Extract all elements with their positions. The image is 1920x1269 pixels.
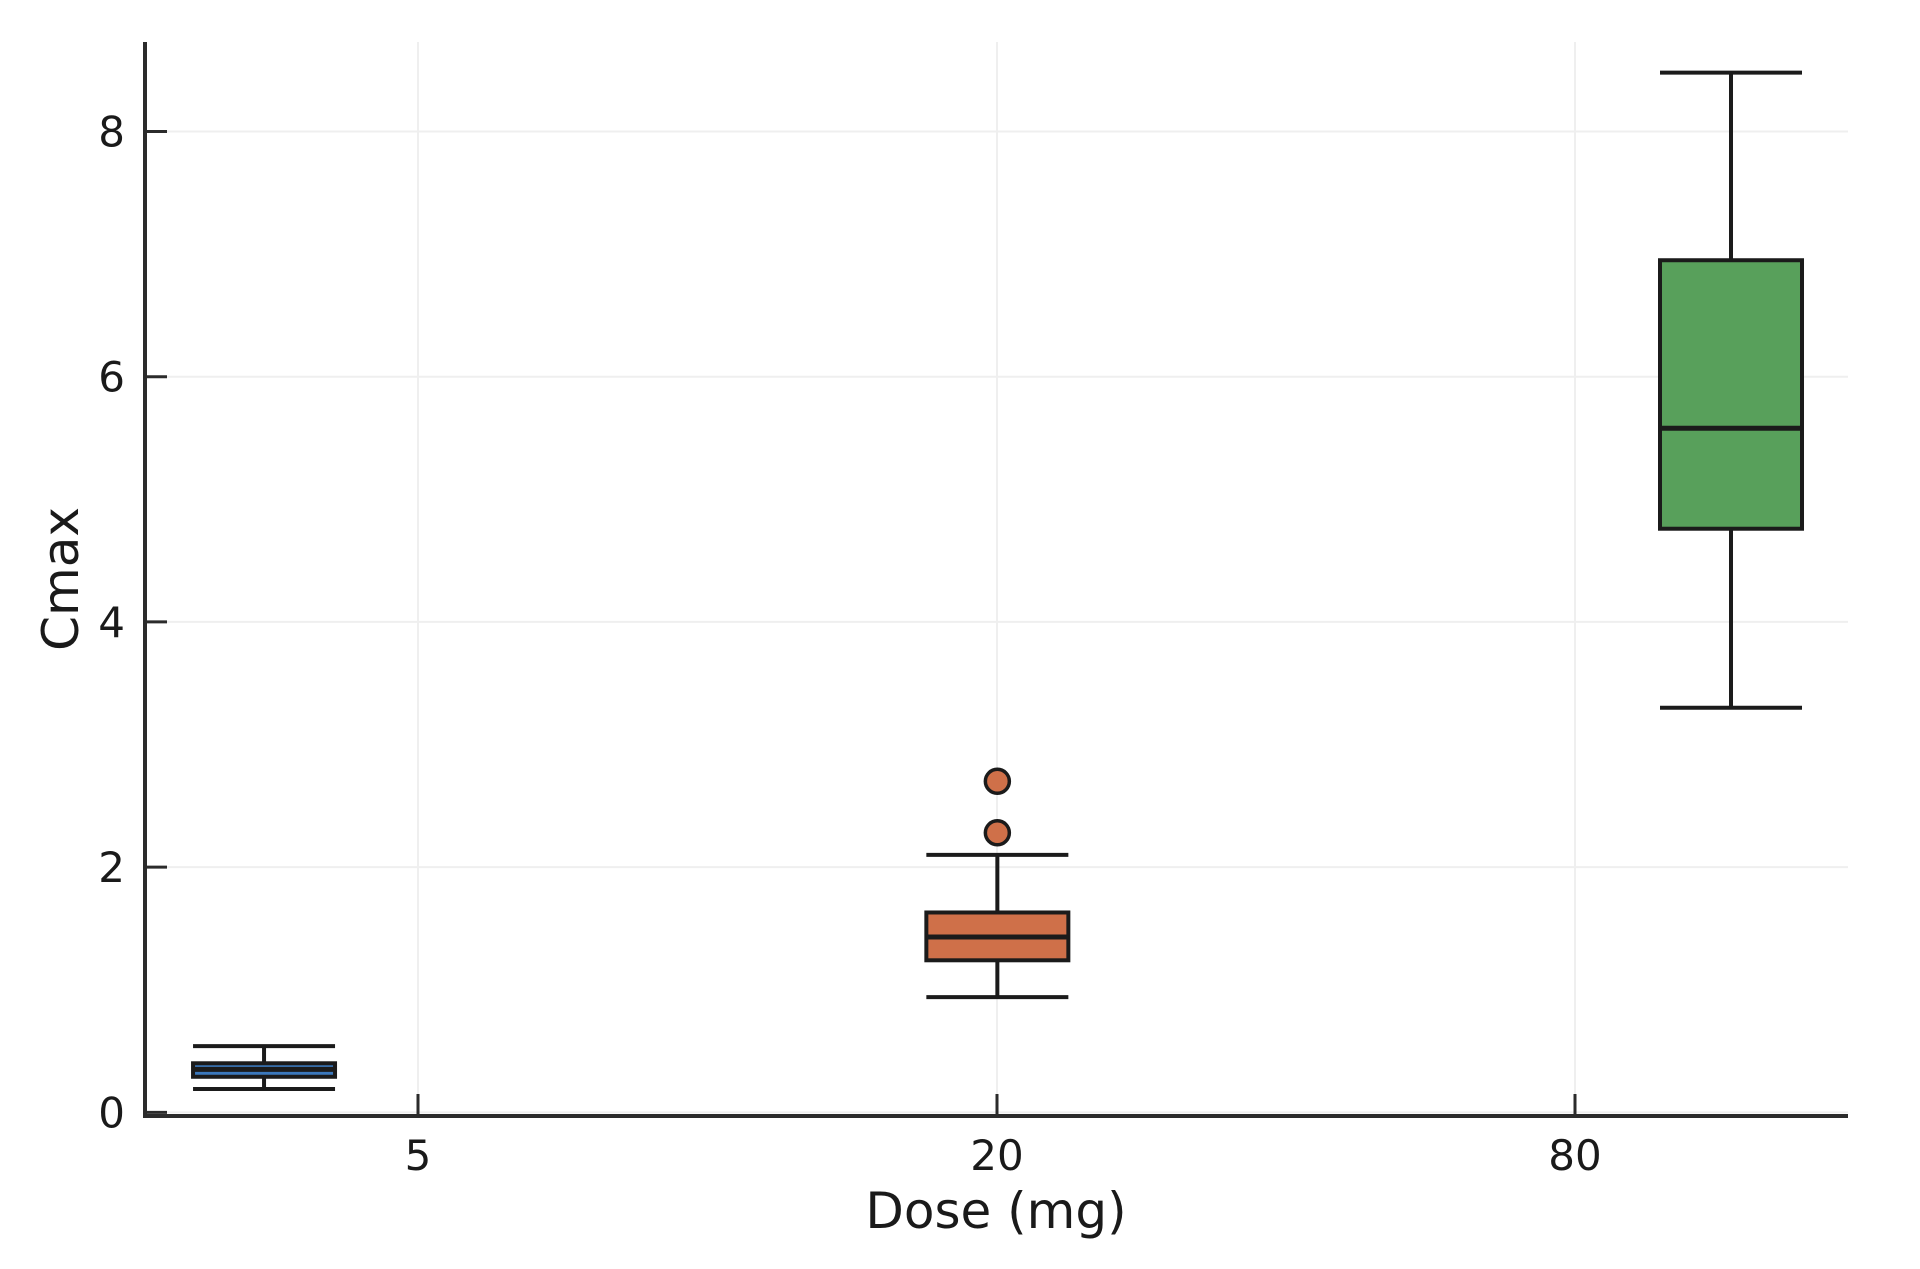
box-dose-80: [1658, 258, 1805, 531]
y-tick-label-6: 6: [98, 353, 125, 402]
y-tick-label-4: 4: [98, 598, 125, 647]
y-tick-label-8: 8: [98, 108, 125, 157]
outlier-2-dose-20: [983, 767, 1012, 796]
x-tick-label-80: 80: [1548, 1131, 1601, 1180]
x-axis-title: Dose (mg): [865, 1182, 1126, 1240]
y-axis-title: Cmax: [32, 507, 90, 651]
y-tick-label-2: 2: [98, 843, 125, 892]
x-tick-label-20: 20: [970, 1131, 1023, 1180]
outlier-1-dose-20: [983, 819, 1012, 847]
y-tick-label-0: 0: [98, 1088, 125, 1137]
x-tick-label-5: 5: [405, 1131, 432, 1180]
